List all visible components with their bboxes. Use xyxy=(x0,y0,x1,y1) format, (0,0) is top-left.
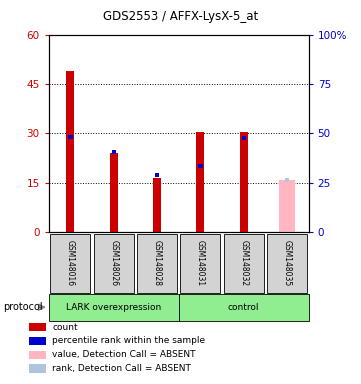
Text: GSM148035: GSM148035 xyxy=(283,240,291,286)
Bar xyxy=(66,71,74,232)
Text: percentile rank within the sample: percentile rank within the sample xyxy=(52,336,205,346)
FancyBboxPatch shape xyxy=(267,233,307,293)
Text: value, Detection Call = ABSENT: value, Detection Call = ABSENT xyxy=(52,350,196,359)
Bar xyxy=(153,178,161,232)
Bar xyxy=(285,178,289,182)
Text: GDS2553 / AFFX-LysX-5_at: GDS2553 / AFFX-LysX-5_at xyxy=(103,10,258,23)
Text: GSM148032: GSM148032 xyxy=(239,240,248,286)
Bar xyxy=(198,164,203,168)
Bar xyxy=(196,132,204,232)
Text: protocol: protocol xyxy=(4,302,43,312)
FancyBboxPatch shape xyxy=(179,294,309,321)
FancyBboxPatch shape xyxy=(137,233,177,293)
FancyBboxPatch shape xyxy=(51,233,90,293)
FancyBboxPatch shape xyxy=(49,294,179,321)
Bar xyxy=(68,135,73,139)
Text: control: control xyxy=(228,303,260,312)
Bar xyxy=(240,132,248,232)
Text: GSM148031: GSM148031 xyxy=(196,240,205,286)
Bar xyxy=(279,180,295,232)
Bar xyxy=(242,136,246,141)
Text: GSM148026: GSM148026 xyxy=(109,240,118,286)
Text: rank, Detection Call = ABSENT: rank, Detection Call = ABSENT xyxy=(52,364,191,373)
FancyBboxPatch shape xyxy=(180,233,220,293)
Bar xyxy=(110,153,118,232)
Text: GSM148028: GSM148028 xyxy=(153,240,161,286)
FancyBboxPatch shape xyxy=(94,233,134,293)
Bar xyxy=(112,150,116,154)
Text: count: count xyxy=(52,323,78,332)
Bar xyxy=(155,173,159,177)
Text: LARK overexpression: LARK overexpression xyxy=(66,303,161,312)
FancyBboxPatch shape xyxy=(224,233,264,293)
Text: GSM148016: GSM148016 xyxy=(66,240,75,286)
